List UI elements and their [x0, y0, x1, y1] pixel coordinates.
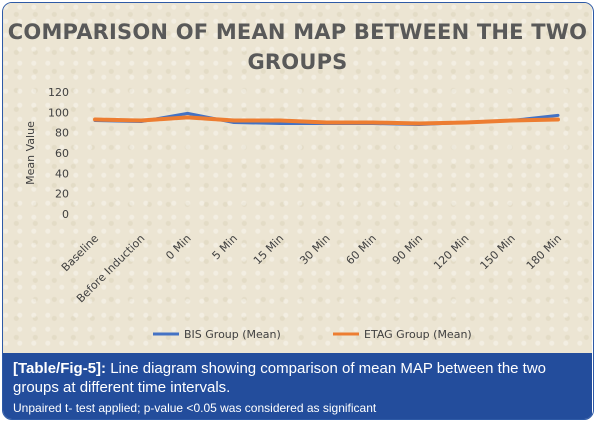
data-point [464, 121, 467, 124]
data-point [233, 119, 235, 122]
figure-caption: [Table/Fig-5]: Line diagram showing comp… [3, 353, 592, 419]
x-tick-label: 15 Min [251, 232, 286, 267]
y-axis-label: Mean Value [24, 121, 37, 185]
figure-frame: COMPARISON OF MEAN MAP BETWEEN THE TWO G… [2, 2, 594, 420]
x-tick-label: Baseline [59, 232, 101, 274]
x-tick-label: 180 Min [524, 232, 564, 272]
x-tick-label: 5 Min [210, 232, 240, 262]
data-point [279, 122, 282, 125]
data-point [186, 116, 189, 119]
data-point [418, 122, 420, 125]
x-tick-label: 60 Min [344, 232, 379, 267]
x-tick-label: 0 Min [163, 232, 193, 262]
y-tick-label: 100 [48, 106, 69, 119]
data-point [94, 118, 96, 121]
legend-label: BIS Group (Mean) [184, 328, 281, 341]
chart-title: COMPARISON OF MEAN MAP BETWEEN THE TWO G… [7, 20, 588, 74]
caption-main: [Table/Fig-5]: Line diagram showing comp… [13, 359, 582, 397]
y-tick-label: 0 [62, 208, 69, 221]
x-tick-label: 120 Min [431, 232, 471, 272]
caption-ref: [Table/Fig-5]: [13, 360, 107, 377]
y-tick-label: 120 [48, 86, 69, 99]
x-tick-label: 30 Min [297, 232, 332, 267]
y-tick-label: 20 [55, 188, 69, 201]
legend-label: ETAG Group (Mean) [364, 328, 472, 341]
data-point [372, 121, 374, 124]
data-point [325, 121, 328, 124]
data-point [510, 119, 513, 122]
chart-area: COMPARISON OF MEAN MAP BETWEEN THE TWO G… [3, 3, 592, 353]
y-tick-label: 40 [55, 167, 69, 180]
data-point [557, 118, 559, 121]
x-tick-label: 150 Min [478, 232, 518, 272]
data-point [279, 119, 282, 122]
x-tick-label: 90 Min [390, 232, 425, 267]
data-point [186, 112, 189, 115]
data-point [140, 119, 143, 122]
y-tick-label: 80 [55, 127, 69, 140]
data-point [557, 114, 559, 117]
caption-note: Unpaired t- test applied; p-value <0.05 … [13, 401, 377, 415]
y-tick-label: 60 [55, 147, 69, 160]
caption-text: Line diagram showing comparison of mean … [13, 360, 547, 396]
